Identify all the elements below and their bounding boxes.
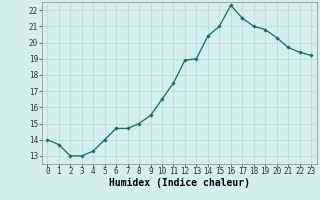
X-axis label: Humidex (Indice chaleur): Humidex (Indice chaleur) [109,178,250,188]
